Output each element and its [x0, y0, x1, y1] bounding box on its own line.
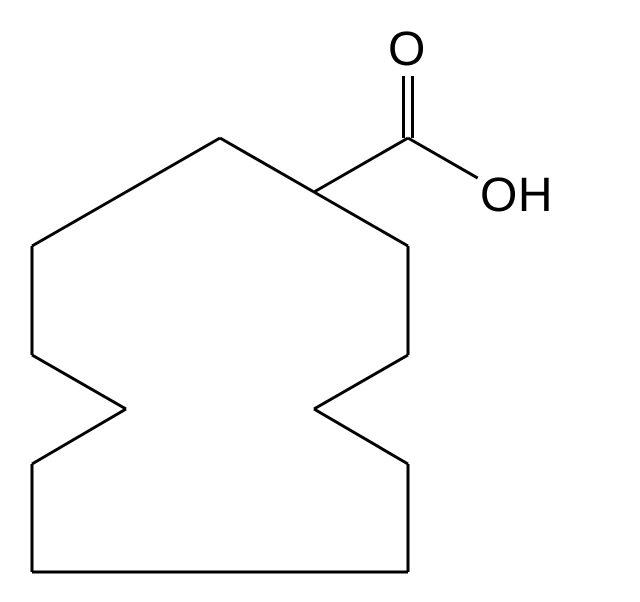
- molecule-svg: [0, 0, 640, 602]
- molecule-canvas: O OH: [0, 0, 640, 602]
- oxygen-double-bond-label: O: [388, 26, 426, 74]
- hydroxyl-label: OH: [480, 172, 553, 220]
